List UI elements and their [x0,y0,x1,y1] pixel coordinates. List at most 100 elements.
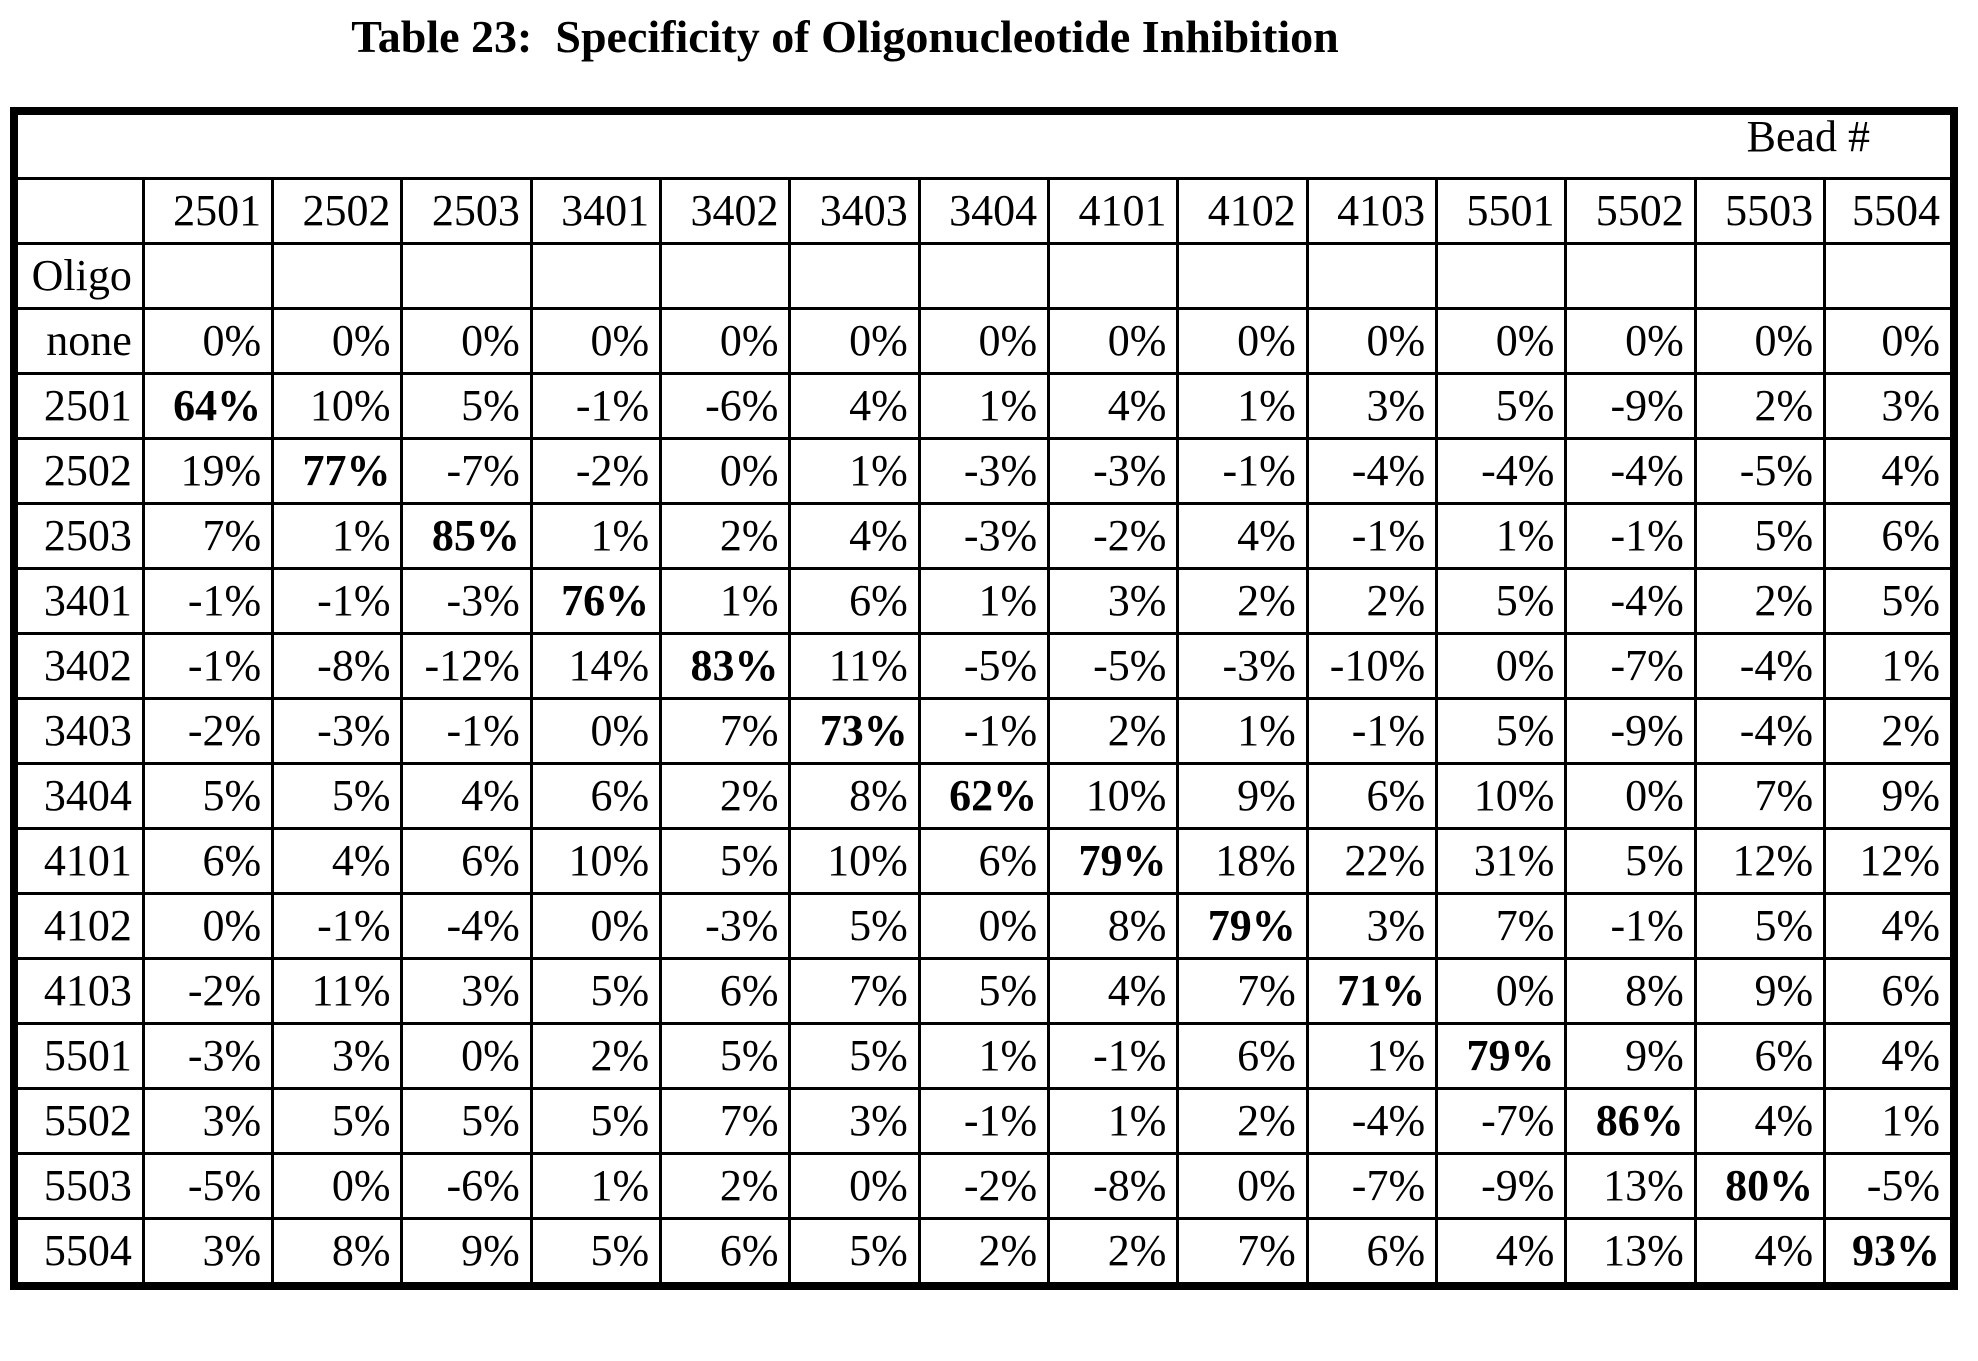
oligo-empty-cell-2501 [141,242,275,310]
cell-4102-5503: 5% [1693,892,1827,960]
cell-5501-3402: 5% [659,1022,792,1090]
oligo-empty-cell-4102 [1176,242,1309,310]
cell-3402-3402: 83% [659,632,792,700]
cell-3404-2501: 5% [141,762,275,830]
cell-2501-4103: 3% [1305,372,1439,440]
cell-2502-3402: 0% [659,437,792,505]
cell-4102-5501: 7% [1435,892,1568,960]
cell-none-4102: 0% [1176,307,1309,375]
cell-3402-4101: -5% [1047,632,1180,700]
cell-3402-5504: 1% [1823,632,1956,700]
cell-4101-5501: 31% [1435,827,1568,895]
row-label-2503: 2503 [12,502,145,570]
cell-5502-3403: 3% [788,1087,921,1155]
cell-3403-3402: 7% [659,697,792,765]
cell-3404-3401: 6% [529,762,663,830]
cell-3403-4102: 1% [1176,697,1309,765]
cell-4102-2502: -1% [271,892,404,960]
cell-5504-2502: 8% [271,1217,404,1288]
cell-5501-3403: 5% [788,1022,921,1090]
cell-5504-2503: 9% [400,1217,533,1288]
oligo-empty-cell-5502 [1564,242,1697,310]
cell-5503-3402: 2% [659,1152,792,1220]
cell-3402-2502: -8% [271,632,404,700]
corner-cell [12,177,145,245]
cell-2503-4102: 4% [1176,502,1309,570]
cell-2501-4102: 1% [1176,372,1309,440]
row-label-none: none [12,307,145,375]
column-header-2502: 2502 [271,177,404,245]
bead-header-cell: Bead # [12,109,1956,180]
cell-4102-2501: 0% [141,892,275,960]
cell-4102-3404: 0% [917,892,1051,960]
cell-5504-4101: 2% [1047,1217,1180,1288]
cell-5503-5504: -5% [1823,1152,1956,1220]
cell-2502-3403: 1% [788,437,921,505]
cell-4103-5503: 9% [1693,957,1827,1025]
cell-5501-2503: 0% [400,1022,533,1090]
table-row-5503: 5503 -5% 0% -6% 1% 2% 0% -2% -8% 0% -7% -9% 13% 80% -5… [12,1152,1956,1220]
cell-4102-3402: -3% [659,892,792,960]
cell-none-3401: 0% [529,307,663,375]
cell-4102-3403: 5% [788,892,921,960]
cell-2503-3401: 1% [529,502,663,570]
cell-5501-5501: 79% [1435,1022,1568,1090]
cell-3404-3402: 2% [659,762,792,830]
cell-2503-2502: 1% [271,502,404,570]
cell-3403-2501: -2% [141,697,275,765]
cell-5504-3402: 6% [659,1217,792,1288]
row-label-3404: 3404 [12,762,145,830]
cell-4101-2503: 6% [400,827,533,895]
cell-3401-2501: -1% [141,567,275,635]
cell-2501-3401: -1% [529,372,663,440]
cell-3404-5503: 7% [1693,762,1827,830]
cell-5503-4103: -7% [1305,1152,1439,1220]
row-label-4102: 4102 [12,892,145,960]
cell-3402-2503: -12% [400,632,533,700]
cell-2503-3404: -3% [917,502,1051,570]
cell-4103-2501: -2% [141,957,275,1025]
cell-2501-3402: -6% [659,372,792,440]
table-row-4102: 4102 0% -1% -4% 0% -3% 5% 0% 8% 79% 3% 7% -1% 5% 4% [12,892,1956,960]
cell-2502-4102: -1% [1176,437,1309,505]
column-header-5504: 5504 [1823,177,1956,245]
cell-5503-5503: 80% [1693,1152,1827,1220]
cell-4103-4103: 71% [1305,957,1439,1025]
cell-2503-5502: -1% [1564,502,1697,570]
oligo-empty-cell-2502 [271,242,404,310]
cell-3402-2501: -1% [141,632,275,700]
cell-3401-4102: 2% [1176,567,1309,635]
cell-5504-3403: 5% [788,1217,921,1288]
cell-5502-5501: -7% [1435,1087,1568,1155]
cell-3404-5501: 10% [1435,762,1568,830]
cell-2502-5501: -4% [1435,437,1568,505]
cell-2501-2502: 10% [271,372,404,440]
oligo-empty-cell-4101 [1047,242,1180,310]
cell-5503-5501: -9% [1435,1152,1568,1220]
table-row-4103: 4103 -2% 11% 3% 5% 6% 7% 5% 4% 7% 71% 0% 8% 9% 6% [12,957,1956,1025]
cell-2502-5502: -4% [1564,437,1697,505]
cell-3403-5501: 5% [1435,697,1568,765]
cell-5501-4103: 1% [1305,1022,1439,1090]
cell-3403-3401: 0% [529,697,663,765]
oligo-label-cell: Oligo [12,242,145,310]
cell-3401-3402: 1% [659,567,792,635]
cell-5501-5503: 6% [1693,1022,1827,1090]
cell-5502-2503: 5% [400,1087,533,1155]
column-header-3404: 3404 [917,177,1051,245]
cell-5501-2501: -3% [141,1022,275,1090]
cell-4101-2501: 6% [141,827,275,895]
cell-3404-2503: 4% [400,762,533,830]
column-header-4103: 4103 [1305,177,1439,245]
table-title: Table 23: Specificity of Oligonucleotide… [351,11,1339,62]
cell-3401-4101: 3% [1047,567,1180,635]
oligo-label-row: Oligo [12,242,1956,310]
cell-4101-4101: 79% [1047,827,1180,895]
cell-2501-4101: 4% [1047,372,1180,440]
cell-5502-3401: 5% [529,1087,663,1155]
table-row-2502: 2502 19% 77% -7% -2% 0% 1% -3% -3% -1% -4% -4% -4% -5… [12,437,1956,505]
row-label-4101: 4101 [12,827,145,895]
cell-4102-4103: 3% [1305,892,1439,960]
cell-3402-5501: 0% [1435,632,1568,700]
cell-4103-5501: 0% [1435,957,1568,1025]
